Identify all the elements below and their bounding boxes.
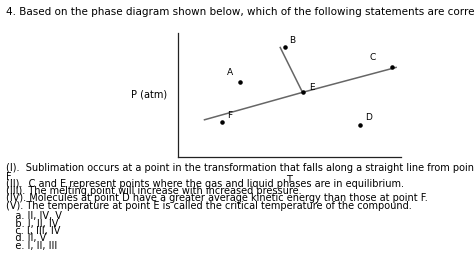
Text: F.: F.: [6, 172, 13, 182]
Text: (IV). Molecules at point D have a greater average kinetic energy than those at p: (IV). Molecules at point D have a greate…: [6, 193, 428, 204]
Text: c. I, III, IV: c. I, III, IV: [6, 226, 60, 236]
Text: P (atm): P (atm): [131, 90, 167, 100]
Text: 4. Based on the phase diagram shown below, which of the following statements are: 4. Based on the phase diagram shown belo…: [6, 7, 474, 17]
Text: B: B: [289, 36, 295, 45]
Text: A: A: [227, 68, 233, 78]
Text: d. II, V: d. II, V: [6, 233, 46, 243]
Text: F: F: [227, 111, 232, 120]
Text: (V). The temperature at point E is called the critical temperature of the compou: (V). The temperature at point E is calle…: [6, 201, 411, 211]
Text: D: D: [365, 113, 372, 122]
Text: T: T: [286, 175, 292, 185]
Text: (I).  Sublimation occurs at a point in the transformation that falls along a str: (I). Sublimation occurs at a point in th…: [6, 163, 474, 173]
Text: (II).  C and E represent points where the gas and liquid phases are in equilibri: (II). C and E represent points where the…: [6, 179, 404, 189]
Text: C: C: [369, 53, 375, 62]
Text: a. II, IV, V: a. II, IV, V: [6, 211, 62, 221]
Text: (III). The melting point will increase with increased pressure.: (III). The melting point will increase w…: [6, 186, 301, 196]
Text: E: E: [309, 83, 315, 92]
Text: e. I, II, III: e. I, II, III: [6, 241, 57, 251]
Text: b. I, II, IV: b. I, II, IV: [6, 219, 58, 229]
